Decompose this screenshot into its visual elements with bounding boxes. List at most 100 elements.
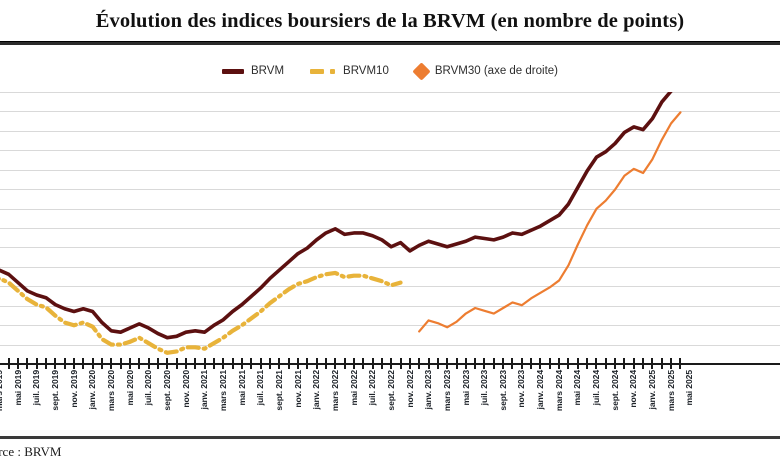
legend-label-brvm10: BRVM10 [343,65,389,77]
x-tick [306,358,309,369]
x-tick [586,358,589,369]
x-tick [632,358,635,369]
x-axis-label: mai 2022 [348,370,359,406]
x-tick [44,358,47,369]
x-tick [408,358,411,369]
x-tick [119,358,122,369]
x-tick [63,358,66,369]
x-axis-label: mai 2019 [12,370,23,406]
x-tick [222,358,225,369]
x-tick [35,358,38,369]
series-lines [0,92,682,355]
x-tick [91,358,94,369]
footer-divider [0,436,780,439]
x-tick [418,358,421,369]
x-tick [492,358,495,369]
legend-label-brvm: BRVM [251,65,285,77]
x-tick [259,358,262,369]
x-tick [362,358,365,369]
x-axis-label: sept. 2023 [497,370,508,411]
x-tick [194,358,197,369]
x-axis-label: nov. 2023 [516,370,527,408]
legend-swatch-diamond-icon [412,61,431,81]
plot-svg [0,92,780,355]
x-tick [614,358,617,369]
series-line-brvm10 [0,270,403,355]
x-axis-label: janv. 2025 [647,370,658,410]
x-tick [548,358,551,369]
x-axis-label: janv. 2023 [423,370,434,410]
x-axis-label: juil. 2022 [367,370,378,406]
x-tick [72,358,75,369]
x-axis-label: janv. 2024 [535,370,546,410]
x-axis-label: janv. 2022 [311,370,322,410]
x-tick [446,358,449,369]
x-axis-label: mars 2020 [105,370,116,412]
x-axis-label: mars 2024 [553,370,564,412]
x-tick [147,358,150,369]
x-tick [436,358,439,369]
x-axis-label: juil. 2020 [143,370,154,406]
x-tick [651,358,654,369]
x-tick [343,358,346,369]
plot-area [0,92,780,364]
x-tick [26,358,29,369]
x-tick [203,358,206,369]
x-tick [212,358,215,369]
x-tick [100,358,103,369]
x-tick [595,358,598,369]
x-tick [296,358,299,369]
legend-item-brvm30[interactable]: BRVM30 (axe de droite) [412,61,558,81]
x-axis-label: mai 2020 [124,370,135,406]
x-tick [604,358,607,369]
chart-title: Évolution des indices boursiers de la BR… [95,9,685,32]
x-tick [623,358,626,369]
x-axis-label: nov. 2021 [292,370,303,408]
x-axis-label: sept. 2022 [385,370,396,411]
x-axis-label: mai 2025 [684,370,695,406]
x-axis-label: nov. 2020 [180,370,191,408]
x-tick [315,358,318,369]
x-axis-label: juil. 2019 [31,370,42,406]
x-tick [268,358,271,369]
x-tick [679,358,682,369]
legend-item-brvm[interactable]: BRVM [222,65,284,77]
x-axis-label: nov. 2019 [68,370,79,408]
x-axis-label: juil. 2023 [479,370,490,406]
x-axis-label: sept. 2020 [161,370,172,411]
x-tick [250,358,253,369]
x-axis-label: nov. 2024 [628,370,639,408]
legend-item-brvm10[interactable]: BRVM10 [310,65,389,77]
x-axis-label: mars 2022 [329,370,340,412]
x-tick [558,358,561,369]
x-tick [138,358,141,369]
x-tick [110,358,113,369]
title-divider [0,41,780,45]
chart-legend: BRVM BRVM10 BRVM30 (axe de droite) [0,56,780,86]
x-tick [231,358,234,369]
x-tick [576,358,579,369]
x-tick [128,358,131,369]
x-axis-label: janv. 2021 [199,370,210,410]
series-line-brvm [0,92,673,340]
x-axis-label: sept. 2024 [609,370,620,411]
x-tick [642,358,645,369]
x-axis-label: sept. 2019 [49,370,60,411]
x-tick [352,358,355,369]
title-bar: Évolution des indices boursiers de la BR… [0,0,780,42]
source-note: Source : BRVM [0,444,62,459]
x-tick [399,358,402,369]
x-axis-label: mars 2019 [0,370,4,412]
x-axis-label: juil. 2021 [255,370,266,406]
legend-swatch-line-icon [222,68,244,74]
x-tick [54,358,57,369]
x-axis-line [0,363,780,365]
legend-label-brvm30: BRVM30 (axe de droite) [434,65,558,77]
x-tick [511,358,514,369]
x-tick [371,358,374,369]
x-tick [324,358,327,369]
x-tick [427,358,430,369]
x-tick [175,358,178,369]
x-axis-label: mai 2024 [572,370,583,406]
